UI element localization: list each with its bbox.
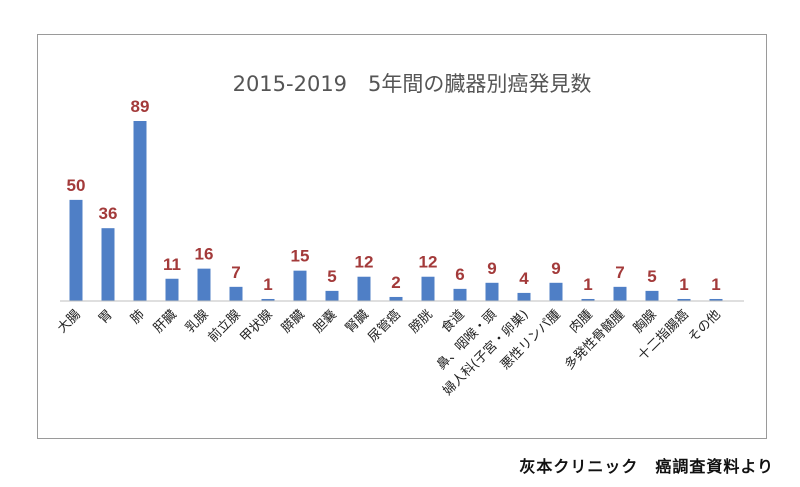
category-label-11: 尿管癌 xyxy=(365,307,404,346)
bar-19 xyxy=(645,290,659,301)
bar-12 xyxy=(421,276,435,301)
data-label-15: 4 xyxy=(519,269,529,288)
bar-2 xyxy=(101,228,115,301)
bar-17 xyxy=(581,298,595,301)
bar-5 xyxy=(197,268,211,301)
bar-11 xyxy=(389,296,403,301)
source-note: 灰本クリニック 癌調査資料より xyxy=(519,457,774,476)
data-label-20: 1 xyxy=(679,275,688,294)
category-label-1: 大腸 xyxy=(55,307,84,336)
data-label-18: 7 xyxy=(615,263,624,282)
data-label-10: 12 xyxy=(355,253,374,272)
data-label-19: 5 xyxy=(647,267,656,286)
bar-13 xyxy=(453,288,467,301)
bar-18 xyxy=(613,286,627,301)
bar-8 xyxy=(293,270,307,301)
data-label-11: 2 xyxy=(391,273,400,292)
category-label-4: 肝臓 xyxy=(151,307,180,336)
data-label-2: 36 xyxy=(99,204,118,223)
data-label-8: 15 xyxy=(291,247,310,266)
data-label-12: 12 xyxy=(419,253,438,272)
chart-frame xyxy=(37,34,767,439)
chart-title: 2015-2019 5年間の臓器別癌発見数 xyxy=(233,72,592,96)
bar-20 xyxy=(677,298,691,301)
data-label-21: 1 xyxy=(711,275,720,294)
bar-9 xyxy=(325,290,339,301)
category-label-12: 膀胱 xyxy=(406,307,436,337)
bar-1 xyxy=(69,199,83,301)
category-label-21: その他 xyxy=(686,307,724,345)
data-label-16: 9 xyxy=(551,259,560,278)
bar-21 xyxy=(709,298,723,301)
data-label-13: 6 xyxy=(455,265,464,284)
category-label-3: 肺 xyxy=(128,307,148,327)
category-label-9: 胆嚢 xyxy=(310,307,340,337)
bar-16 xyxy=(549,282,563,301)
category-labels: 大腸胃肺肝臓 乳腺前立腺甲状腺 膵臓 胆嚢 腎臓尿管癌 膀胱 食道鼻、咽喉・頭婦人科(子宮・… xyxy=(55,307,724,399)
bar-6 xyxy=(229,286,243,301)
bar-15 xyxy=(517,292,531,301)
data-label-9: 5 xyxy=(327,267,336,286)
data-label-6: 7 xyxy=(231,263,240,282)
category-label-8: 膵臓 xyxy=(279,307,308,336)
bar-3 xyxy=(133,121,147,301)
data-label-4: 11 xyxy=(163,255,181,274)
category-label-2: 胃 xyxy=(96,307,116,327)
data-label-14: 9 xyxy=(487,259,496,278)
data-label-3: 89 xyxy=(131,97,150,116)
category-label-18: 多発性骨髄腫 xyxy=(561,307,627,373)
data-label-1: 50 xyxy=(67,176,86,195)
bar-14 xyxy=(485,282,499,301)
data-label-7: 1 xyxy=(263,275,272,294)
data-label-5: 16 xyxy=(195,245,214,264)
bar-7 xyxy=(261,298,275,301)
bar-10 xyxy=(357,276,371,301)
category-label-6: 前立腺 xyxy=(205,307,244,346)
bar-4 xyxy=(165,278,179,301)
category-label-7: 甲状腺 xyxy=(238,307,276,345)
bars xyxy=(69,121,723,301)
data-label-17: 1 xyxy=(583,275,592,294)
